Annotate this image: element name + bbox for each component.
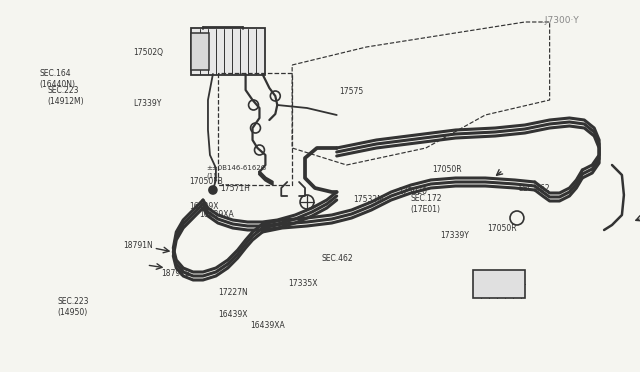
Text: 16439XA: 16439XA — [200, 210, 234, 219]
Text: 17227N: 17227N — [219, 288, 248, 296]
Bar — [191, 33, 209, 70]
Text: SEC.172
(17E01): SEC.172 (17E01) — [411, 194, 442, 214]
Circle shape — [209, 186, 217, 194]
Text: 17050FB: 17050FB — [189, 177, 223, 186]
Text: .J7300·Y: .J7300·Y — [542, 16, 579, 25]
Text: L7339Y: L7339Y — [133, 99, 161, 108]
Text: SEC.164
(16440N): SEC.164 (16440N) — [39, 69, 76, 89]
Text: 17575: 17575 — [339, 87, 364, 96]
Text: SEC.462: SEC.462 — [322, 254, 353, 263]
Text: 18792E: 18792E — [162, 269, 190, 278]
Text: SEC.223
(14912M): SEC.223 (14912M) — [47, 86, 84, 106]
Text: SEC.223
(14950): SEC.223 (14950) — [57, 297, 88, 317]
Text: 17571H: 17571H — [221, 184, 250, 193]
Text: 17502Q: 17502Q — [133, 48, 163, 57]
Text: 16439X: 16439X — [189, 202, 218, 211]
Text: 175020: 175020 — [398, 187, 427, 196]
Text: 17050R: 17050R — [487, 224, 516, 232]
Text: 16439XA: 16439XA — [250, 321, 285, 330]
Bar — [191, 28, 266, 75]
Text: 16439X: 16439X — [219, 310, 248, 319]
Text: ±±0B146-6162G
(1): ±±0B146-6162G (1) — [206, 165, 266, 179]
Text: 17050R: 17050R — [432, 165, 462, 174]
Bar — [474, 270, 525, 298]
Text: 18791N: 18791N — [124, 241, 154, 250]
Text: 17335X: 17335X — [289, 279, 318, 288]
Text: 17339Y: 17339Y — [440, 231, 469, 240]
Text: SEC.462: SEC.462 — [518, 185, 550, 193]
Text: 17532M: 17532M — [354, 195, 385, 204]
